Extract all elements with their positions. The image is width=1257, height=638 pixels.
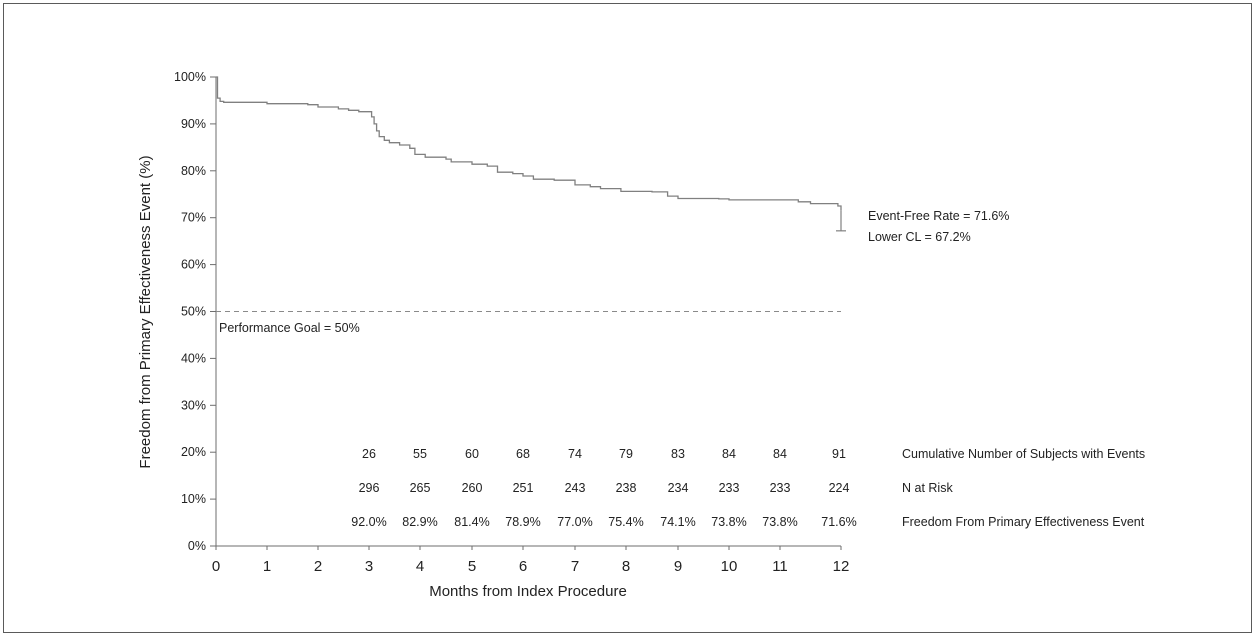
- y-tick-label: 0%: [188, 539, 206, 553]
- x-tick-label: 4: [416, 558, 424, 575]
- table-cell: 224: [829, 481, 850, 495]
- chart-frame: [3, 3, 1252, 633]
- x-tick-label: 0: [212, 558, 220, 575]
- x-tick-label: 6: [519, 558, 527, 575]
- y-tick-label: 20%: [181, 445, 206, 459]
- table-cell: 82.9%: [402, 515, 437, 529]
- table-cell: 251: [513, 481, 534, 495]
- table-cell: 84: [773, 447, 787, 461]
- x-axis: 0 1 2 3 4 5 6 7 8 9 10 11 12: [212, 545, 850, 575]
- y-tick-label: 10%: [181, 492, 206, 506]
- x-tick-label: 1: [263, 558, 271, 575]
- table-cell: 78.9%: [505, 515, 540, 529]
- table-cell: 91: [832, 447, 846, 461]
- x-tick-label: 3: [365, 558, 373, 575]
- y-tick-label: 90%: [181, 117, 206, 131]
- table-row-label: Freedom From Primary Effectiveness Event: [902, 515, 1145, 529]
- table-cell: 71.6%: [821, 515, 856, 529]
- table-cell: 238: [616, 481, 637, 495]
- table-cell: 73.8%: [711, 515, 746, 529]
- table-cell: 260: [462, 481, 483, 495]
- table-cell: 83: [671, 447, 685, 461]
- event-free-rate-label: Event-Free Rate = 71.6%: [868, 209, 1009, 223]
- x-axis-label: Months from Index Procedure: [429, 583, 627, 600]
- table-cell: 68: [516, 447, 530, 461]
- table-cell: 243: [565, 481, 586, 495]
- table-cell: 296: [359, 481, 380, 495]
- table-row-label: N at Risk: [902, 481, 953, 495]
- table-cell: 233: [770, 481, 791, 495]
- table-cell: 75.4%: [608, 515, 643, 529]
- table-cell: 55: [413, 447, 427, 461]
- y-tick-label: 30%: [181, 398, 206, 412]
- table-cell: 77.0%: [557, 515, 592, 529]
- y-tick-label: 70%: [181, 211, 206, 225]
- x-tick-label: 11: [772, 558, 788, 575]
- x-tick-label: 2: [314, 558, 322, 575]
- x-tick-label: 8: [622, 558, 630, 575]
- table-cell: 79: [619, 447, 633, 461]
- lower-cl-label: Lower CL = 67.2%: [868, 230, 971, 244]
- y-tick-label: 50%: [181, 305, 206, 319]
- table-cell: 265: [410, 481, 431, 495]
- x-tick-label: 5: [468, 558, 476, 575]
- table-cell: 92.0%: [351, 515, 386, 529]
- km-survival-curve: [216, 76, 842, 211]
- table-cell: 74: [568, 447, 582, 461]
- performance-goal-label: Performance Goal = 50%: [219, 321, 360, 335]
- table-cell: 84: [722, 447, 736, 461]
- risk-table: 26 55 60 68 74 79 83 84 84 91 Cumulative Number of…: [351, 447, 1145, 529]
- table-cell: 26: [362, 447, 376, 461]
- y-tick-label: 80%: [181, 164, 206, 178]
- x-tick-label: 7: [571, 558, 579, 575]
- x-tick-label: 9: [674, 558, 682, 575]
- table-cell: 81.4%: [454, 515, 489, 529]
- table-cell: 74.1%: [660, 515, 695, 529]
- y-tick-label: 40%: [181, 351, 206, 365]
- y-tick-label: 60%: [181, 258, 206, 272]
- table-cell: 233: [719, 481, 740, 495]
- x-tick-label: 12: [833, 558, 850, 575]
- table-cell: 73.8%: [762, 515, 797, 529]
- table-cell: 234: [668, 481, 689, 495]
- x-tick-label: 10: [721, 558, 738, 575]
- y-axis: 0% 10% 20% 30% 40% 50% 60% 70% 80% 90% 100%: [174, 70, 217, 553]
- table-row-label: Cumulative Number of Subjects with Event…: [902, 447, 1145, 461]
- y-tick-label: 100%: [174, 70, 206, 84]
- y-axis-label: Freedom from Primary Effectiveness Event…: [137, 155, 154, 468]
- table-cell: 60: [465, 447, 479, 461]
